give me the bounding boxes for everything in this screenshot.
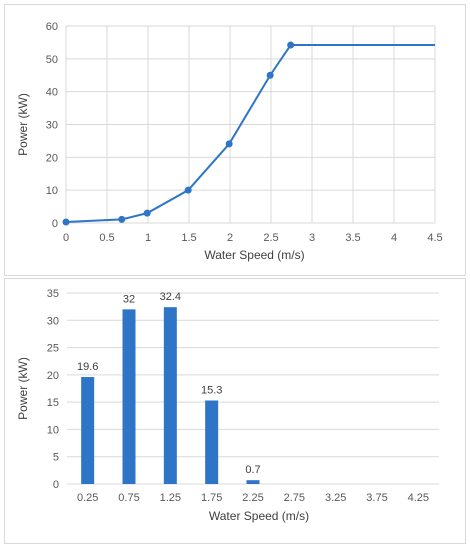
data-point [225,140,233,148]
x-tick-label: 0.25 [77,492,98,504]
bar-chart-y-tick-labels: 0 5 10 15 20 25 30 35 [47,288,59,491]
bar [246,480,260,484]
bar-chart-x-tick-labels: 0.25 0.75 1.25 1.75 2.25 2.75 3.25 3.75 4.25 [77,492,429,504]
y-tick-label: 10 [47,424,59,436]
bar-data-label: 32 [123,293,135,305]
x-tick-label: 1.5 [181,232,196,244]
line-chart-x-axis-title: Water Speed (m/s) [204,248,304,262]
x-tick-label: 3.75 [366,492,387,504]
line-chart-series [62,41,435,226]
bar-data-label: 15.3 [201,385,222,397]
line-chart-panel: 0 10 20 30 40 50 60 0 0.5 1 1.5 2 2.5 3 3.5 4 4.5 Power… [4,4,466,276]
bar-chart-x-axis-title: Water Speed (m/s) [209,509,309,523]
y-tick-label: 10 [46,185,58,197]
x-tick-label: 3.5 [345,232,360,244]
y-tick-label: 5 [53,452,59,464]
x-tick-label: 1 [145,232,151,244]
bar [163,307,177,484]
data-point [62,218,70,226]
data-point [266,71,274,79]
line-chart-x-tick-labels: 0 0.5 1 1.5 2 2.5 3 3.5 4 4.5 [63,232,443,244]
y-tick-label: 50 [46,54,58,66]
bar-chart-y-axis-title: Power (kW) [16,357,30,420]
bar-chart-data-labels: 19.6 32 32.4 15.3 0.7 [77,291,261,476]
x-tick-label: 2 [227,232,233,244]
bar [205,400,219,484]
y-tick-label: 30 [47,315,59,327]
line-chart-y-tick-labels: 0 10 20 30 40 50 60 [46,21,58,230]
bar-chart-bars [81,307,260,484]
y-tick-label: 40 [46,87,58,99]
y-tick-label: 35 [47,288,59,300]
x-tick-label: 0.75 [118,492,139,504]
series-line [65,44,435,224]
x-tick-label: 2.25 [242,492,263,504]
bar-data-label: 19.6 [77,361,98,373]
data-point [184,186,192,194]
y-tick-label: 20 [46,152,58,164]
x-tick-label: 3.25 [325,492,346,504]
x-tick-label: 4.25 [408,492,429,504]
line-chart-y-axis-title: Power (kW) [16,93,30,156]
line-chart-gridlines [65,25,436,224]
bar [122,309,136,484]
bar-chart: 0 5 10 15 20 25 30 35 0.25 0.75 1.25 1.75 2.25 2.75 3… [16,288,439,523]
y-tick-label: 0 [53,479,59,491]
bar [81,377,95,484]
y-tick-label: 30 [46,120,58,132]
x-tick-label: 2.5 [263,232,278,244]
line-chart: 0 10 20 30 40 50 60 0 0.5 1 1.5 2 2.5 3 3.5 4 4.5 Power… [16,21,443,262]
y-tick-label: 15 [47,397,59,409]
x-tick-label: 3 [309,232,315,244]
y-tick-label: 0 [52,218,58,230]
bar-data-label: 0.7 [245,464,260,476]
x-tick-label: 0 [63,232,69,244]
y-tick-label: 60 [46,21,58,33]
bar-chart-panel: 0 5 10 15 20 25 30 35 0.25 0.75 1.25 1.75 2.25 2.75 3… [4,278,466,544]
x-tick-label: 2.75 [284,492,305,504]
y-tick-label: 25 [47,343,59,355]
x-tick-label: 4.5 [427,232,442,244]
x-tick-label: 4 [391,232,397,244]
data-point [287,41,295,49]
x-tick-label: 1.25 [160,492,181,504]
data-point [118,215,126,223]
y-tick-label: 20 [47,370,59,382]
data-point [143,209,151,217]
bar-data-label: 32.4 [160,291,181,303]
x-tick-label: 1.75 [201,492,222,504]
x-tick-label: 0.5 [99,232,114,244]
